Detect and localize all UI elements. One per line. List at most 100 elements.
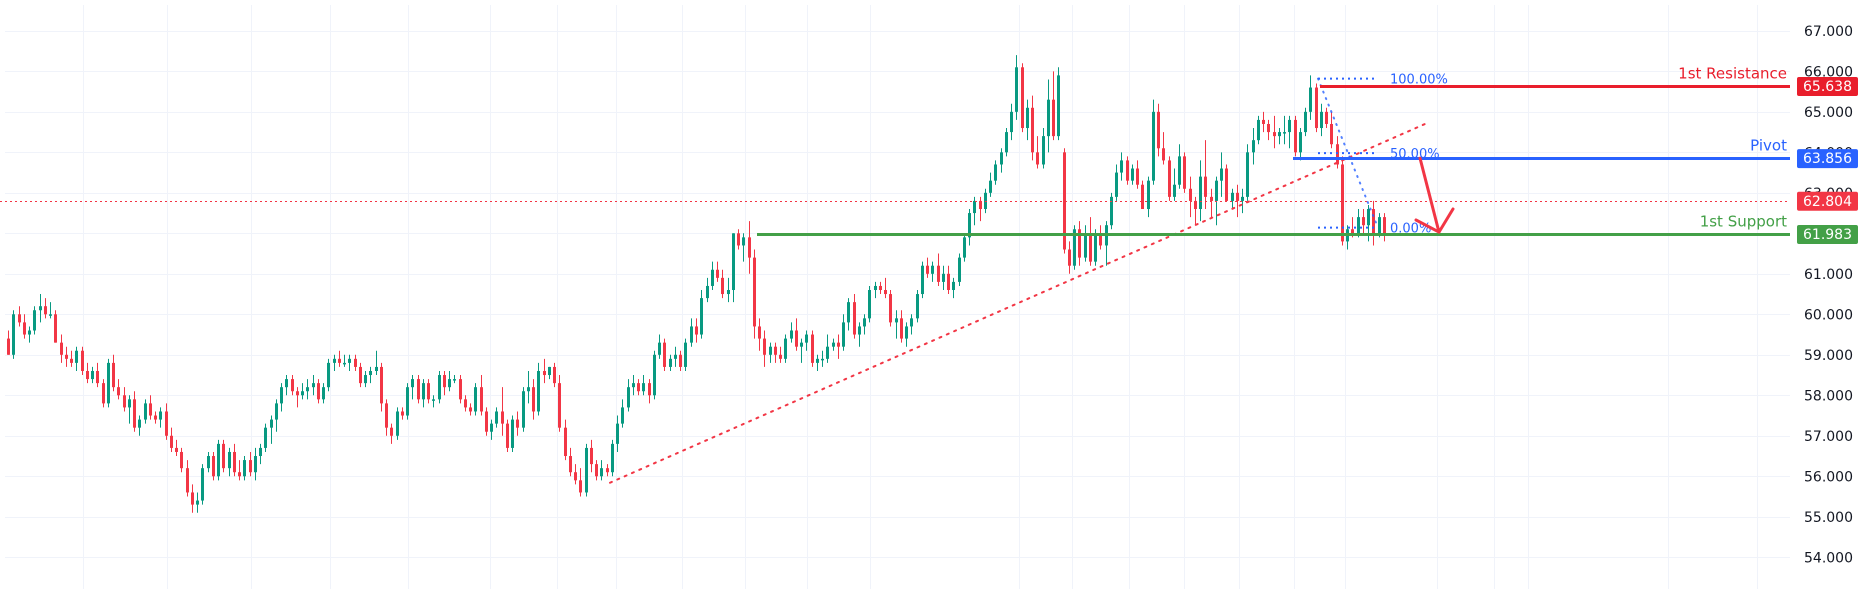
pivot-badge[interactable] bbox=[1797, 149, 1858, 169]
pivot-label: Pivot bbox=[1750, 137, 1787, 155]
candle-bullish bbox=[495, 411, 498, 424]
candle-bearish bbox=[291, 379, 294, 392]
candle-bearish bbox=[884, 290, 887, 295]
candle-bullish bbox=[769, 346, 772, 355]
price-axis[interactable]: 67.00066.00065.00064.00063.00062.00061.0… bbox=[1797, 24, 1858, 566]
candle-bearish bbox=[1262, 119, 1265, 124]
candle-bearish bbox=[249, 460, 252, 473]
candle-bullish bbox=[1147, 180, 1150, 210]
candle-bullish bbox=[1220, 168, 1223, 181]
candle-bearish bbox=[1336, 144, 1339, 165]
candle-bullish bbox=[910, 318, 913, 327]
candle-bearish bbox=[390, 427, 393, 436]
1st-support-badge[interactable] bbox=[1797, 225, 1858, 244]
candle-bullish bbox=[1120, 160, 1123, 173]
candle-bullish bbox=[474, 387, 477, 412]
candle-bearish bbox=[317, 383, 320, 400]
candle-bearish bbox=[937, 265, 940, 282]
candle-bearish bbox=[637, 383, 640, 392]
candle-bearish bbox=[485, 411, 488, 432]
candle-bullish bbox=[711, 269, 714, 286]
candle-bullish bbox=[548, 366, 551, 376]
candle-bullish bbox=[1178, 156, 1181, 185]
candle-bearish bbox=[506, 423, 509, 448]
candle-bearish bbox=[774, 346, 777, 355]
candle-bullish bbox=[700, 298, 703, 335]
candle-bearish bbox=[753, 257, 756, 327]
candle-bearish bbox=[86, 370, 89, 380]
candle-bearish bbox=[1183, 156, 1186, 189]
candle-bearish bbox=[1273, 132, 1276, 137]
price-axis-label: 57.000 bbox=[1804, 429, 1853, 445]
candle-bearish bbox=[679, 354, 682, 367]
price-axis-label: 61.000 bbox=[1804, 267, 1853, 283]
candle-bearish bbox=[748, 237, 751, 258]
candle-bullish bbox=[742, 237, 745, 246]
candle-bullish bbox=[847, 302, 850, 323]
candle-bullish bbox=[942, 273, 945, 282]
candle-bearish bbox=[1189, 188, 1192, 201]
price-axis-label: 66.000 bbox=[1804, 64, 1853, 80]
candle-bullish bbox=[12, 314, 15, 355]
candle-bearish bbox=[837, 342, 840, 347]
candle-bearish bbox=[1210, 196, 1213, 201]
candle-bearish bbox=[18, 314, 21, 323]
candle-bullish bbox=[275, 403, 278, 420]
candle-bearish bbox=[1078, 229, 1081, 258]
candle-bearish bbox=[359, 366, 362, 384]
candle-bearish bbox=[380, 366, 383, 404]
candle-bearish bbox=[763, 338, 766, 355]
candle-bullish bbox=[39, 306, 42, 311]
candle-bearish bbox=[186, 468, 189, 493]
candle-bearish bbox=[296, 391, 299, 396]
price-axis-label: 60.000 bbox=[1804, 307, 1853, 323]
candle-bullish bbox=[411, 379, 414, 388]
candle-bullish bbox=[28, 330, 31, 335]
candle-bearish bbox=[1099, 233, 1102, 246]
drawings[interactable]: 100.00%50.00%0.00%1st ResistancePivot1st… bbox=[0, 65, 1790, 484]
price-axis-label: 56.000 bbox=[1804, 469, 1853, 485]
candlestick-series bbox=[7, 55, 1386, 513]
grid-lines bbox=[5, 5, 1790, 589]
candle-bullish bbox=[364, 375, 367, 384]
candle-bearish bbox=[595, 464, 598, 477]
candle-bearish bbox=[811, 334, 814, 363]
candle-bullish bbox=[1026, 107, 1029, 129]
candle-bullish bbox=[952, 281, 955, 291]
candle-bearish bbox=[889, 294, 892, 323]
pivot-badge-value: 63.856 bbox=[1803, 151, 1852, 167]
candle-bearish bbox=[96, 370, 99, 384]
arrow-down-icon[interactable] bbox=[1418, 156, 1441, 234]
candle-bearish bbox=[1168, 160, 1171, 197]
candle-bullish bbox=[1057, 75, 1060, 137]
candle-bearish bbox=[737, 233, 740, 246]
1st-resistance-label: 1st Resistance bbox=[1678, 65, 1787, 83]
fib-trend-line[interactable] bbox=[1317, 77, 1379, 229]
candle-bullish bbox=[91, 370, 94, 380]
candle-bearish bbox=[401, 411, 404, 416]
candle-bullish bbox=[327, 362, 330, 388]
candle-bearish bbox=[579, 480, 582, 493]
candle-bullish bbox=[1215, 180, 1218, 201]
current-price-badge[interactable] bbox=[1797, 191, 1858, 211]
candle-bullish bbox=[874, 285, 877, 291]
candle-bearish bbox=[385, 403, 388, 428]
candle-bearish bbox=[1383, 217, 1386, 234]
candle-bullish bbox=[1283, 132, 1286, 134]
candle-bearish bbox=[553, 366, 556, 384]
candle-bullish bbox=[285, 379, 288, 388]
candle-bearish bbox=[443, 375, 446, 388]
candle-bullish bbox=[1115, 172, 1118, 197]
candle-bearish bbox=[222, 443, 225, 469]
trendline-dotted[interactable] bbox=[609, 122, 1426, 484]
candle-bullish bbox=[669, 358, 672, 367]
candle-bearish bbox=[123, 395, 126, 408]
candle-bearish bbox=[1157, 111, 1160, 149]
1st-resistance-badge[interactable] bbox=[1797, 77, 1858, 96]
candle-bearish bbox=[54, 314, 57, 343]
candle-bearish bbox=[564, 427, 567, 457]
candle-bearish bbox=[338, 358, 341, 363]
candle-bullish bbox=[1320, 111, 1323, 129]
